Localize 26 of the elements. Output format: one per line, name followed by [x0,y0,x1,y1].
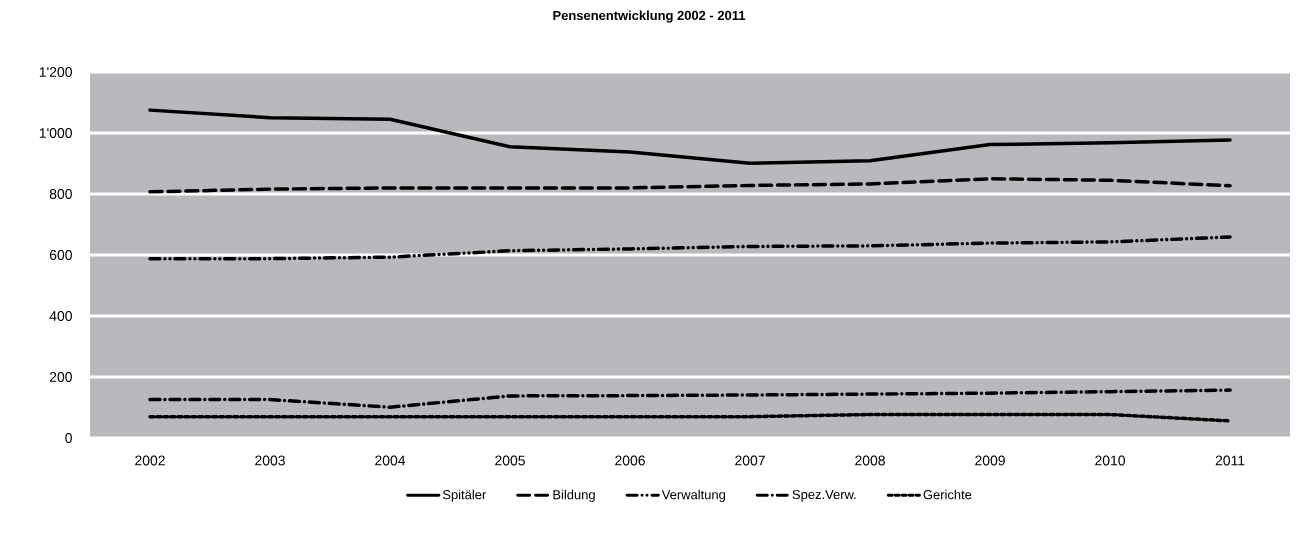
y-tick-label: 600 [49,250,72,260]
x-tick-label: 2009 [975,455,1005,466]
x-tick-label: 2006 [615,455,645,466]
x-tick-label: 2005 [495,455,525,466]
x-tick-label: 2002 [135,455,165,466]
line-series [148,388,1232,409]
y-tick-label: 200 [49,372,72,382]
legend-label: Spez.Verw. [792,489,856,502]
legend-label: Verwaltung [661,489,725,502]
chart-title: Pensenentwicklung 2002 - 2011 [553,10,746,23]
line-series [148,108,1232,165]
legend-label: Spitäler [442,489,487,502]
y-tick-label: 0 [65,433,72,443]
y-tick-label: 1'200 [39,67,72,77]
y-tick-label: 1'000 [39,128,72,138]
x-tick-label: 2007 [735,455,765,466]
x-tick-label: 2010 [1095,455,1126,466]
x-tick-label: 2004 [375,455,406,466]
y-tick-label: 800 [49,189,72,199]
x-tick-label: 2011 [1215,455,1245,466]
x-tick-label: 2008 [855,455,885,466]
legend-label: Gerichte [923,489,972,500]
legend-label: Bildung [553,489,595,502]
line-series [148,235,1232,261]
x-tick-label: 2003 [255,455,285,466]
y-tick-label: 400 [49,311,72,321]
